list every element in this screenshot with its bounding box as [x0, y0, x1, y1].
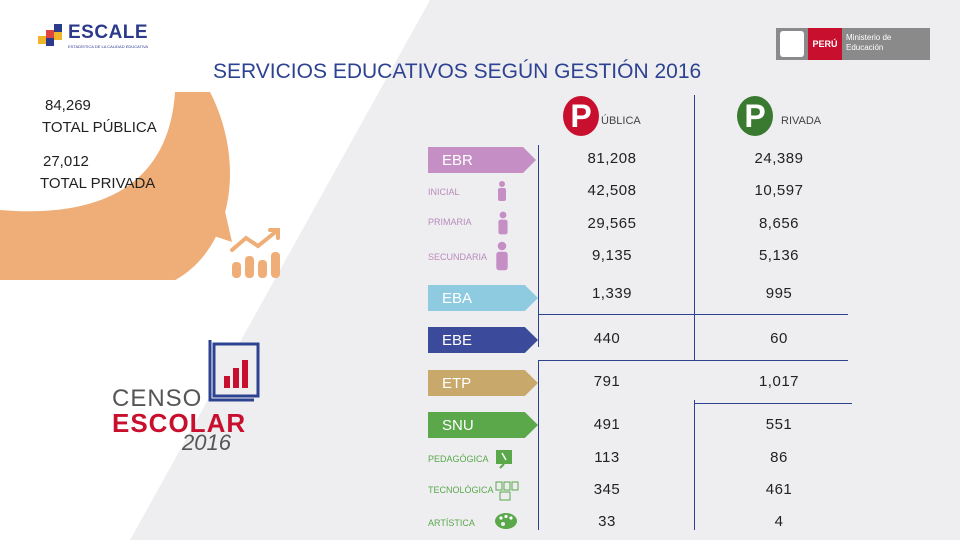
teen-person-icon — [496, 241, 508, 271]
tecnologica-privada: 461 — [765, 481, 793, 498]
column-divider-left — [538, 145, 539, 347]
total-privada-label: TOTAL PRIVADA — [40, 175, 156, 192]
row-label-primaria: PRIMARIA — [428, 217, 472, 227]
ministry-logo: PERÚ Ministerio de Educación — [776, 28, 930, 60]
etp-privada: 1,017 — [758, 373, 800, 390]
censo-year: 2016 — [182, 430, 231, 455]
tecnologica-publica: 345 — [593, 481, 621, 498]
escale-subtitle: ESTADÍSTICA DE LA CALIDAD EDUCATIVA — [68, 44, 149, 49]
child-person-icon — [498, 181, 506, 201]
total-privada: 27,012 TOTAL PRIVADA — [40, 151, 155, 195]
growth-chart-icon — [230, 228, 280, 278]
row-label-pedagogica: PEDAGÓGICA — [428, 454, 489, 464]
total-publica-label: TOTAL PÚBLICA — [42, 119, 157, 136]
column-divider-right — [694, 95, 695, 360]
censo-title: CENSO — [112, 385, 203, 412]
artistica-publica: 33 — [598, 513, 616, 530]
primaria-privada: 8,656 — [758, 215, 800, 232]
artistica-privada: 4 — [774, 513, 784, 530]
page-title: SERVICIOS EDUCATIVOS SEGÚN GESTIÓN 2016 — [213, 60, 702, 83]
total-privada-value: 27,012 — [43, 153, 89, 170]
row-divider-etp — [694, 403, 852, 404]
row-label-tecnologica: TECNOLÓGICA — [428, 485, 494, 495]
inicial-privada: 10,597 — [754, 182, 804, 199]
escolar-title: ESCOLAR — [112, 408, 247, 438]
peru-label: PERÚ — [808, 28, 842, 60]
ministry-label: Ministerio de Educación — [846, 33, 892, 52]
secundaria-privada: 5,136 — [758, 247, 800, 264]
row-label-ebe: EBE — [428, 327, 538, 353]
column-divider-left-lower — [538, 360, 539, 530]
publica-badge: P — [563, 96, 599, 136]
row-label-ebr: EBR — [428, 147, 536, 173]
primaria-publica: 29,565 — [587, 215, 637, 232]
escale-wordmark: ESCALE — [68, 22, 149, 43]
row-divider-ebe — [538, 360, 848, 361]
etp-publica: 791 — [593, 373, 621, 390]
eba-privada: 995 — [765, 285, 793, 302]
ebe-privada: 60 — [770, 330, 788, 347]
snu-publica: 491 — [593, 416, 621, 433]
row-label-artistica: ARTÍSTICA — [428, 518, 475, 528]
secundaria-publica: 9,135 — [591, 247, 633, 264]
pedagogica-publica: 113 — [594, 449, 620, 466]
ebe-publica: 440 — [593, 330, 621, 347]
column-divider-right-lower — [694, 400, 695, 530]
student-person-icon — [498, 211, 508, 235]
pedagogica-privada: 86 — [770, 449, 788, 466]
tecnologica-icon — [495, 481, 519, 501]
row-label-inicial: INICIAL — [428, 187, 460, 197]
privada-badge: P — [737, 96, 773, 136]
ebr-publica: 81,208 — [587, 150, 637, 167]
escale-logo: ESCALE ESTADÍSTICA DE LA CALIDAD EDUCATI… — [38, 22, 158, 54]
orange-arc-graphic — [0, 92, 232, 280]
row-label-secundaria: SECUNDARIA — [428, 252, 488, 262]
peru-shield-icon — [780, 31, 804, 57]
row-label-snu: SNU — [428, 412, 538, 438]
eba-publica: 1,339 — [591, 285, 633, 302]
snu-privada: 551 — [765, 416, 793, 433]
privada-column-label: RIVADA — [781, 115, 822, 127]
ebr-privada: 24,389 — [754, 150, 804, 167]
total-publica: 84,269 TOTAL PÚBLICA — [42, 95, 157, 139]
row-divider-eba — [538, 314, 848, 315]
total-publica-value: 84,269 — [45, 97, 91, 114]
censo-book-icon — [208, 340, 260, 402]
escale-mark-icon — [38, 24, 62, 46]
inicial-publica: 42,508 — [587, 182, 637, 199]
row-label-etp: ETP — [428, 370, 538, 396]
pedagogica-board-icon — [496, 450, 512, 469]
artistica-palette-icon — [495, 513, 517, 529]
publica-column-label: ÚBLICA — [601, 115, 641, 127]
row-label-eba: EBA — [428, 285, 538, 311]
